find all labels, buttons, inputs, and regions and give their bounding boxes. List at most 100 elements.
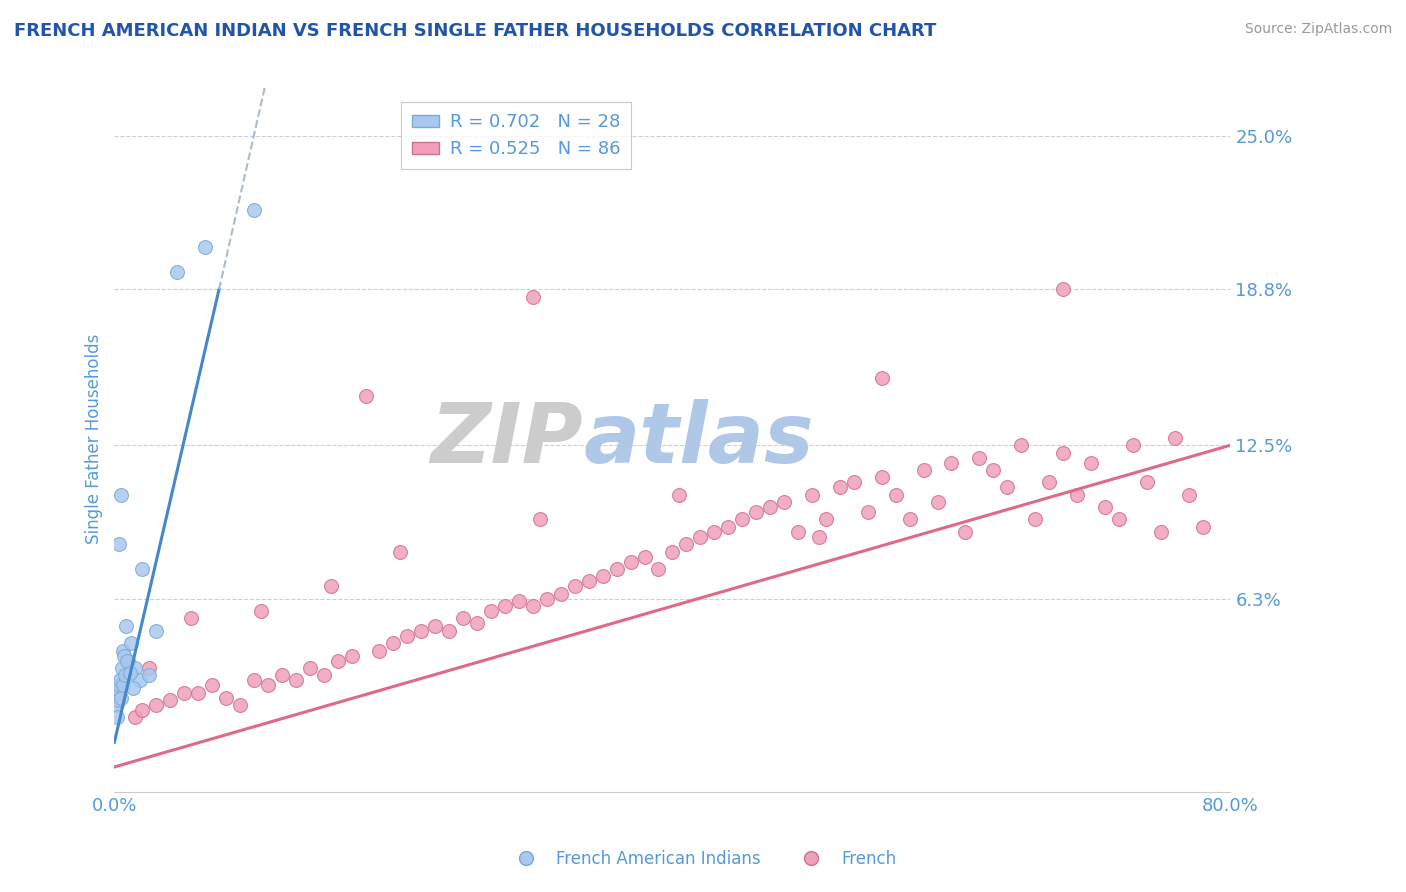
Point	[131, 562, 153, 576]
Point	[284, 673, 307, 688]
Point	[411, 624, 433, 638]
Point	[110, 488, 132, 502]
Point	[1163, 431, 1185, 445]
Point	[105, 710, 128, 724]
Point	[955, 524, 977, 539]
Point	[941, 456, 963, 470]
Point	[814, 512, 837, 526]
Point	[717, 520, 740, 534]
Point	[689, 530, 711, 544]
Point	[124, 661, 146, 675]
Point	[145, 624, 167, 638]
Point	[425, 619, 447, 633]
Point	[606, 562, 628, 576]
Point	[1108, 512, 1130, 526]
Point	[187, 686, 209, 700]
Point	[257, 678, 280, 692]
Point	[389, 544, 412, 558]
Point	[105, 686, 128, 700]
Point	[1080, 456, 1102, 470]
Point	[1122, 438, 1144, 452]
Point	[522, 290, 544, 304]
Point	[1038, 475, 1060, 490]
Point	[111, 661, 134, 675]
Point	[1066, 488, 1088, 502]
Point	[661, 544, 683, 558]
Point	[115, 654, 138, 668]
Point	[396, 629, 419, 643]
Point	[759, 500, 782, 514]
Point	[522, 599, 544, 613]
Point	[138, 668, 160, 682]
Point	[898, 512, 921, 526]
Point	[131, 703, 153, 717]
Point	[529, 512, 551, 526]
Point	[773, 495, 796, 509]
Point	[166, 265, 188, 279]
Text: FRENCH AMERICAN INDIAN VS FRENCH SINGLE FATHER HOUSEHOLDS CORRELATION CHART: FRENCH AMERICAN INDIAN VS FRENCH SINGLE …	[14, 22, 936, 40]
Point	[243, 673, 266, 688]
Point	[578, 574, 600, 589]
Point	[703, 524, 725, 539]
Point	[270, 668, 292, 682]
Point	[564, 579, 586, 593]
Y-axis label: Single Father Households: Single Father Households	[86, 334, 103, 544]
Point	[731, 512, 754, 526]
Point	[319, 579, 342, 593]
Point	[1177, 488, 1199, 502]
Point	[128, 673, 150, 688]
Text: atlas: atlas	[583, 399, 814, 480]
Point	[114, 668, 136, 682]
Point	[326, 654, 349, 668]
Point	[451, 611, 474, 625]
Point	[354, 389, 377, 403]
Point	[884, 488, 907, 502]
Point	[668, 488, 690, 502]
Point	[912, 463, 935, 477]
Text: Source: ZipAtlas.com: Source: ZipAtlas.com	[1244, 22, 1392, 37]
Point	[229, 698, 252, 712]
Point	[1052, 445, 1074, 459]
Point	[111, 643, 134, 657]
Point	[1191, 520, 1213, 534]
Point	[312, 668, 335, 682]
Point	[112, 648, 135, 663]
Point	[368, 643, 391, 657]
Point	[159, 693, 181, 707]
Point	[1024, 512, 1046, 526]
Point	[1150, 524, 1173, 539]
Point	[243, 203, 266, 218]
Point	[104, 698, 127, 712]
Point	[114, 619, 136, 633]
Point	[870, 470, 893, 484]
Point	[647, 562, 669, 576]
Point	[1010, 438, 1032, 452]
Point	[619, 555, 641, 569]
Point	[479, 604, 502, 618]
Point	[870, 371, 893, 385]
Point	[110, 690, 132, 705]
Legend: French American Indians, French: French American Indians, French	[503, 844, 903, 875]
Point	[1052, 282, 1074, 296]
Point	[807, 530, 830, 544]
Point	[927, 495, 949, 509]
Point	[969, 450, 991, 465]
Point	[465, 616, 488, 631]
Point	[787, 524, 810, 539]
Point	[118, 665, 141, 680]
Point	[340, 648, 363, 663]
Point	[112, 678, 135, 692]
Point	[108, 673, 131, 688]
Point	[842, 475, 865, 490]
Point	[117, 654, 139, 668]
Point	[173, 686, 195, 700]
Point	[138, 661, 160, 675]
Point	[194, 240, 217, 254]
Point	[745, 505, 768, 519]
Point	[180, 611, 202, 625]
Point	[508, 594, 530, 608]
Point	[108, 678, 131, 692]
Point	[995, 480, 1018, 494]
Point	[633, 549, 655, 564]
Point	[382, 636, 405, 650]
